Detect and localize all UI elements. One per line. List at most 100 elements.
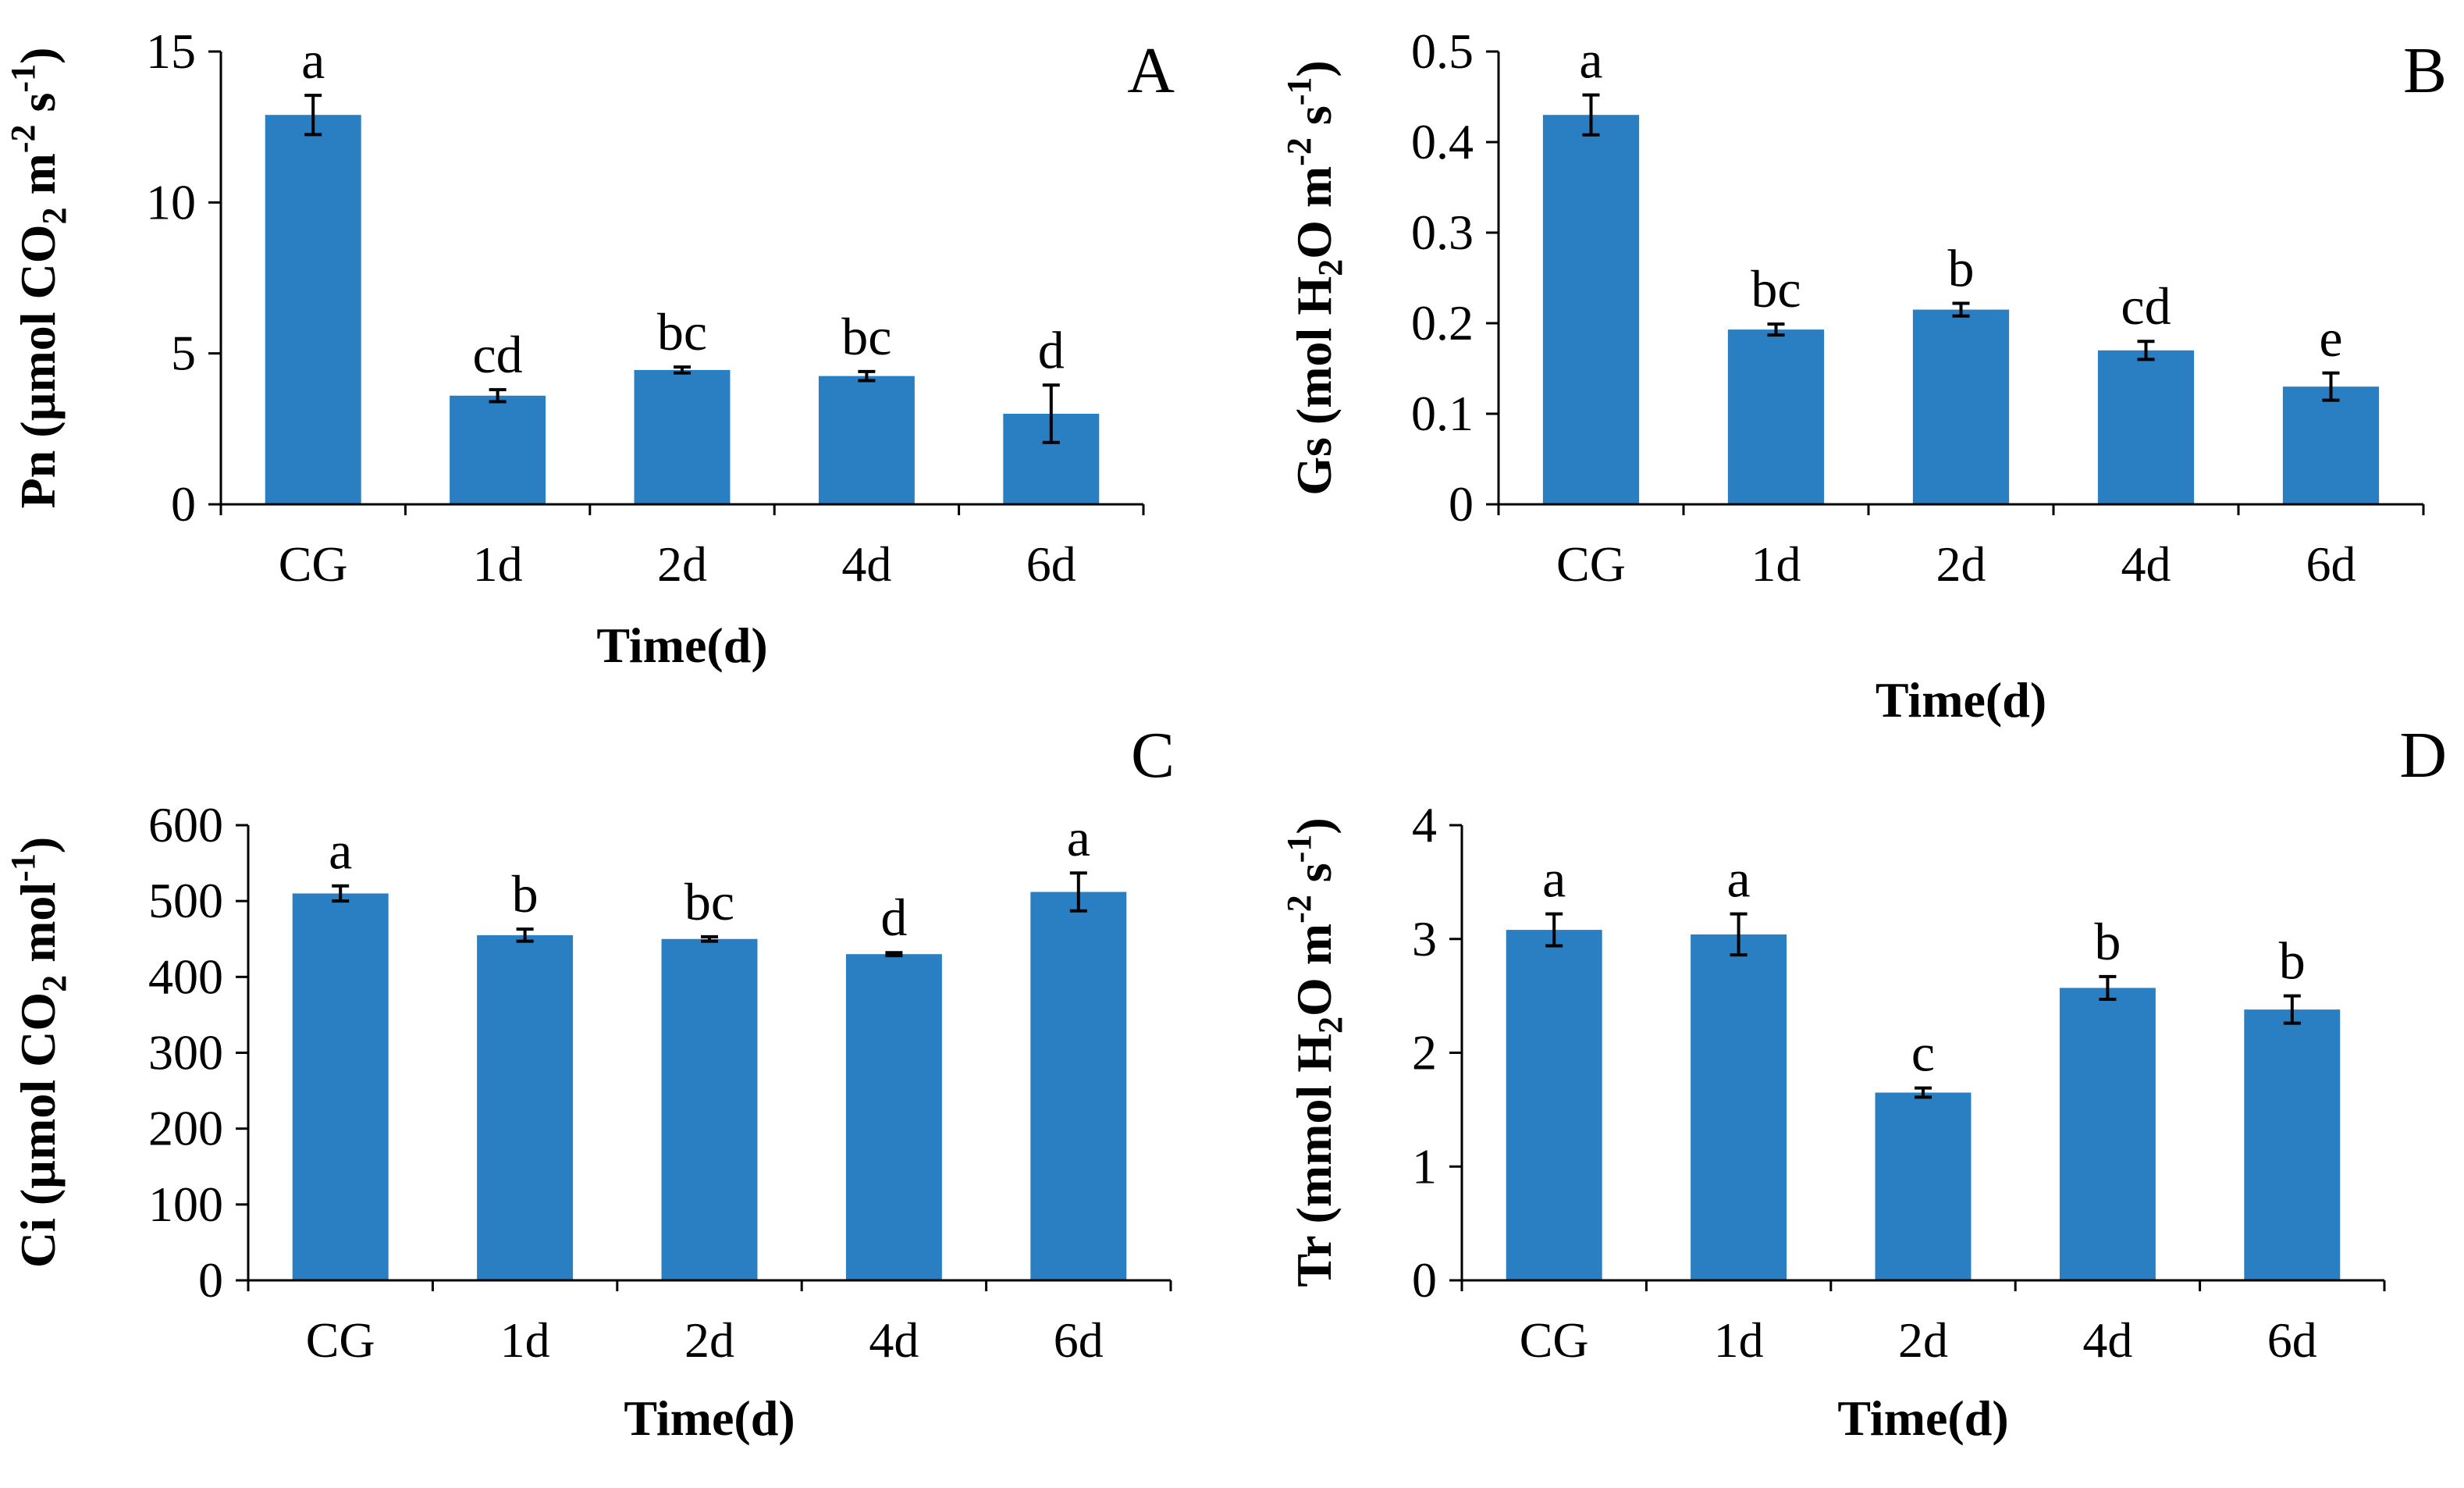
- x-tick-label: 6d: [1054, 1312, 1104, 1368]
- x-tick-label: 2d: [684, 1312, 734, 1368]
- bar-cg: [1506, 930, 1602, 1280]
- y-tick-label: 0.2: [1411, 295, 1474, 351]
- bar-1d: [1691, 934, 1787, 1280]
- significance-label: b: [512, 864, 539, 924]
- y-tick-label: 3: [1412, 911, 1437, 966]
- significance-label: cd: [473, 325, 523, 384]
- y-axis-title: Gs (mol H2O m-2 s-1): [1280, 60, 1349, 496]
- error-bar-2d: [1915, 1086, 1932, 1099]
- error-bar-1d: [1767, 322, 1785, 337]
- y-tick-label: 1: [1412, 1138, 1437, 1194]
- y-tick-label: 5: [171, 326, 196, 381]
- significance-label: a: [301, 30, 325, 90]
- error-bar-4d: [858, 369, 876, 383]
- y-axis-title: Pn (µmol CO2 m-2 s-1): [4, 48, 73, 509]
- bar-2d: [1912, 309, 2010, 504]
- y-tick-label: 100: [148, 1177, 223, 1232]
- bar-1d: [1727, 329, 1825, 504]
- error-bar-2d: [701, 934, 718, 943]
- y-tick-label: 0: [1412, 1252, 1437, 1308]
- bar-4d: [2059, 988, 2156, 1280]
- error-bar-6d: [2283, 994, 2301, 1025]
- significance-label: bc: [1751, 259, 1801, 319]
- significance-label: b: [2094, 912, 2121, 971]
- significance-label: c: [1911, 1023, 1935, 1083]
- error-bar-2d: [1952, 301, 1970, 318]
- x-axis-title: Time(d): [596, 618, 767, 673]
- significance-label: d: [880, 888, 907, 947]
- panel-letter: B: [2403, 34, 2447, 107]
- significance-label: d: [1038, 320, 1065, 379]
- bar-cg: [292, 893, 389, 1280]
- x-tick-label: 1d: [500, 1312, 550, 1368]
- error-bar-1d: [489, 388, 507, 404]
- y-tick-label: 500: [148, 873, 223, 928]
- y-axis-title: Ci (µmol CO2 mol-1): [4, 837, 73, 1268]
- x-tick-label: 2d: [657, 536, 707, 592]
- bar-1d: [450, 395, 546, 504]
- error-bar-2d: [674, 365, 691, 375]
- y-tick-label: 0: [1449, 476, 1474, 532]
- error-bar-6d: [2322, 371, 2340, 402]
- y-tick-label: 0.1: [1411, 386, 1474, 441]
- x-tick-label: 6d: [2267, 1312, 2317, 1368]
- chart-panel-d: a CG a 1d c 2d b 4d b 6d 0 1 2 3 4 Time(d) Tr (mmol H2O …: [1280, 719, 2447, 1446]
- y-tick-label: 10: [146, 174, 196, 230]
- x-tick-label: 1d: [1751, 536, 1801, 592]
- bar-4d: [2097, 350, 2195, 504]
- bar-2d: [661, 938, 758, 1280]
- panel-letter: C: [1131, 719, 1175, 792]
- y-tick-label: 200: [148, 1101, 223, 1156]
- bar-2d: [634, 369, 731, 504]
- y-tick-label: 0.4: [1411, 114, 1474, 169]
- x-tick-label: 2d: [1898, 1312, 1948, 1368]
- y-tick-label: 2: [1412, 1025, 1437, 1080]
- significance-label: a: [1727, 849, 1751, 909]
- significance-label: a: [329, 821, 352, 881]
- y-tick-label: 0.5: [1411, 23, 1474, 79]
- significance-label: bc: [841, 307, 891, 366]
- error-bar-cg: [1545, 912, 1563, 948]
- error-bar-1d: [516, 927, 534, 943]
- bar-4d: [845, 954, 942, 1280]
- panel-letter: D: [2399, 719, 2447, 792]
- chart-panel-c: a CG b 1d bc 2d d 4d a 6d 0 100 200 300 400 500 600 Time(…: [4, 719, 1175, 1446]
- significance-label: b: [2279, 931, 2306, 991]
- x-axis-title: Time(d): [624, 1390, 795, 1446]
- significance-label: e: [2319, 308, 2342, 368]
- y-tick-label: 0: [198, 1252, 223, 1308]
- bar-6d: [2244, 1009, 2341, 1280]
- error-bar-4d: [2137, 340, 2155, 361]
- chart-panel-a: a CG cd 1d bc 2d bc 4d d 6d 0 5 10 15 Time(d) Pn (µmol …: [4, 23, 1175, 673]
- chart-panel-b: a CG bc 1d b 2d cd 4d e 6d 0 0.1 0.2 0.3 0.4 0.5 Time(d)…: [1280, 23, 2447, 728]
- error-bar-1d: [1730, 912, 1748, 957]
- x-axis-title: Time(d): [1837, 1390, 2008, 1446]
- x-tick-label: 4d: [2121, 536, 2171, 592]
- y-axis-title: Tr (mmol H2O m-2 s-1): [1280, 817, 1349, 1287]
- y-tick-label: 300: [148, 1025, 223, 1080]
- x-tick-label: 1d: [473, 536, 523, 592]
- significance-label: b: [1948, 238, 1975, 297]
- x-tick-label: 4d: [2082, 1312, 2132, 1368]
- x-tick-label: 4d: [841, 536, 891, 592]
- x-tick-label: CG: [1556, 536, 1626, 592]
- significance-label: cd: [2121, 276, 2171, 336]
- error-bar-cg: [1582, 93, 1600, 137]
- y-tick-label: 0.3: [1411, 205, 1474, 260]
- bar-6d: [1030, 892, 1127, 1280]
- x-tick-label: 1d: [1714, 1312, 1764, 1368]
- y-tick-label: 4: [1412, 797, 1437, 853]
- x-axis-title: Time(d): [1876, 672, 2046, 728]
- bar-4d: [818, 376, 915, 504]
- x-tick-label: CG: [306, 1312, 375, 1368]
- x-tick-label: 4d: [869, 1312, 919, 1368]
- x-tick-label: CG: [1520, 1312, 1589, 1368]
- bar-1d: [477, 934, 574, 1280]
- y-tick-label: 15: [146, 23, 196, 79]
- y-tick-label: 600: [148, 797, 223, 853]
- y-tick-label: 0: [171, 476, 196, 532]
- significance-label: a: [1542, 849, 1566, 909]
- x-tick-label: 6d: [1026, 536, 1076, 592]
- error-bar-6d: [1069, 871, 1087, 913]
- panel-letter: A: [1127, 34, 1175, 107]
